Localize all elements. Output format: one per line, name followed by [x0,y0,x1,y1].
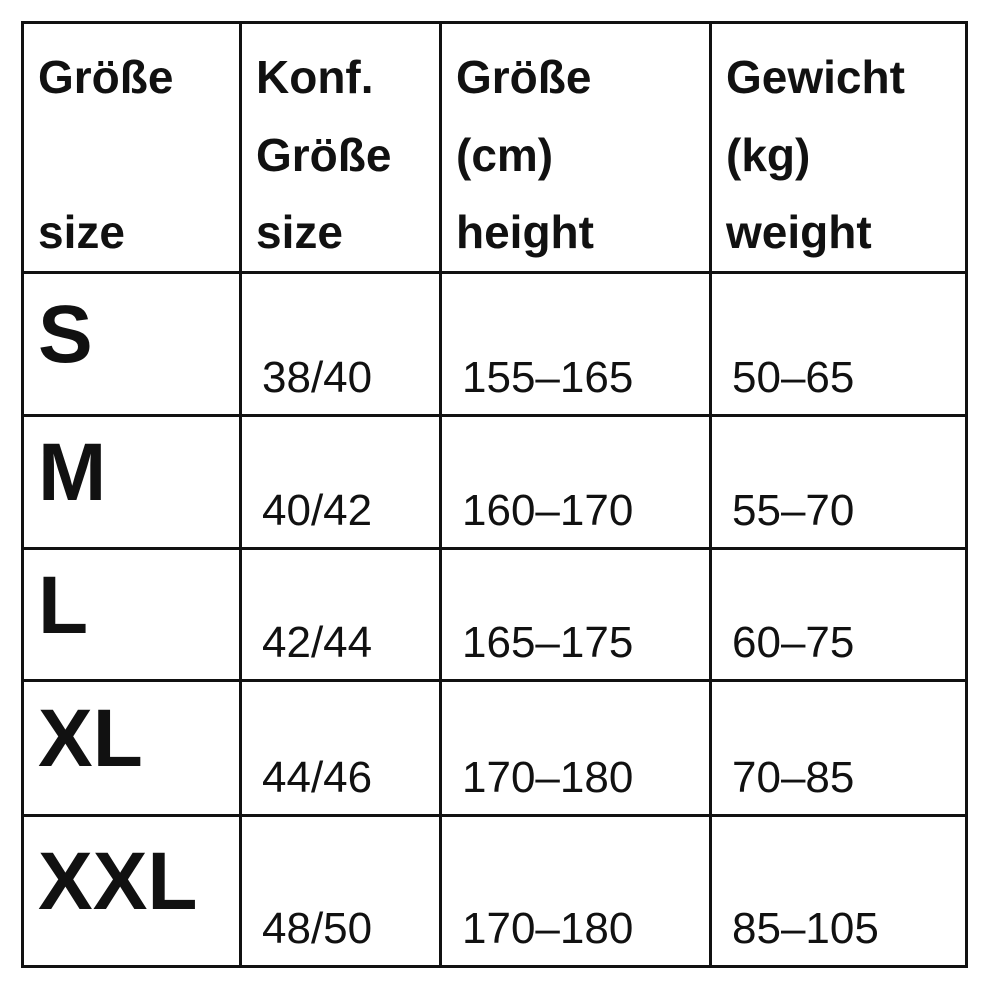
data-cell: 170–180 [439,814,712,968]
header-line: Konf. [256,51,374,103]
data-cell: 155–165 [439,271,712,417]
data-cell: 40/42 [239,414,442,550]
header-cell: Größe (cm) height [439,21,712,274]
data-cell: 70–85 [709,679,968,817]
data-cell: 160–170 [439,414,712,550]
header-line: weight [726,206,872,258]
data-cell: 165–175 [439,547,712,682]
size-cell: M [21,414,242,550]
data-cell: 170–180 [439,679,712,817]
data-cell: 50–65 [709,271,968,417]
header-line: Größe [38,51,174,103]
header-cell: Konf. Größe size [239,21,442,274]
size-cell: XXL [21,814,242,968]
data-cell: 60–75 [709,547,968,682]
data-cell: 55–70 [709,414,968,550]
header-line: Größe [456,51,592,103]
data-cell: 42/44 [239,547,442,682]
header-line: size [38,206,125,258]
data-cell: 85–105 [709,814,968,968]
size-cell: S [21,271,242,417]
header-cell: Gewicht (kg) weight [709,21,968,274]
header-cell: Größe size [21,21,242,274]
size-cell: L [21,547,242,682]
header-line: height [456,206,594,258]
header-line: size [256,206,343,258]
data-cell: 44/46 [239,679,442,817]
header-line: Größe [256,128,392,181]
header-line: (cm) [456,128,554,181]
data-cell: 38/40 [239,271,442,417]
header-line: Gewicht [726,51,905,103]
header-line: (kg) [726,128,811,181]
data-cell: 48/50 [239,814,442,968]
size-cell: XL [21,679,242,817]
